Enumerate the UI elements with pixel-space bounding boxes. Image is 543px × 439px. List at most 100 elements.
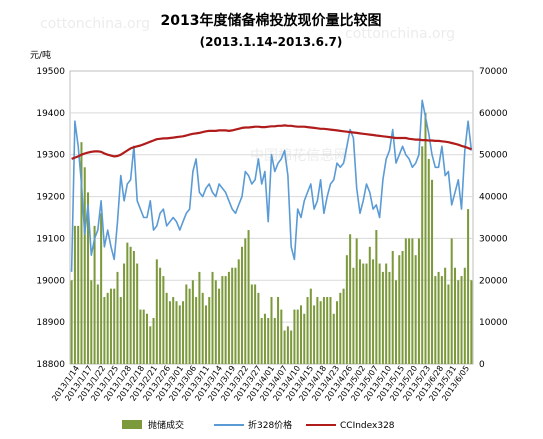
bar xyxy=(411,238,414,364)
bar xyxy=(457,280,460,364)
bar xyxy=(87,192,90,364)
bar xyxy=(188,288,191,364)
bar xyxy=(240,246,244,364)
bar xyxy=(103,297,106,364)
bar xyxy=(145,313,149,364)
bar xyxy=(427,158,430,364)
bar xyxy=(132,250,135,364)
bar xyxy=(309,288,312,364)
bar xyxy=(349,234,352,364)
bar xyxy=(293,309,296,364)
y-right-tick-label: 60000 xyxy=(479,109,508,119)
bar xyxy=(408,238,411,364)
bar xyxy=(365,263,368,364)
bar xyxy=(152,317,155,364)
bar xyxy=(355,238,358,364)
y-right-tick-label: 30000 xyxy=(479,234,508,244)
watermark-layer: cottonchina.org cottonchina.org 中国棉花信息网 xyxy=(40,16,455,164)
bar xyxy=(211,271,214,364)
bar xyxy=(221,276,224,364)
bar xyxy=(244,238,247,364)
bar xyxy=(362,263,365,364)
bar xyxy=(378,263,381,364)
bar xyxy=(470,280,473,364)
bar xyxy=(385,263,388,364)
bar xyxy=(126,242,129,364)
y-right-tick-label: 70000 xyxy=(479,67,508,77)
y-left-tick-label: 19400 xyxy=(36,109,65,119)
bar xyxy=(417,238,420,364)
bar xyxy=(218,288,221,364)
ccindex-line xyxy=(71,124,472,160)
bar xyxy=(113,288,116,364)
bar xyxy=(270,297,273,364)
bar xyxy=(319,301,322,364)
bar xyxy=(142,309,145,364)
bar xyxy=(168,301,171,364)
bar xyxy=(306,297,309,364)
bar xyxy=(394,280,398,364)
bar xyxy=(280,309,283,364)
bar xyxy=(172,297,175,364)
bar xyxy=(178,305,181,364)
bar xyxy=(453,267,456,364)
bar xyxy=(191,280,194,364)
bar xyxy=(381,271,384,364)
bar xyxy=(345,255,348,364)
y-left-unit: 元/吨 xyxy=(30,49,51,61)
bar xyxy=(299,305,303,364)
bar xyxy=(421,146,424,364)
y-right-tick-label: 10000 xyxy=(479,318,508,328)
bar xyxy=(290,330,293,364)
bar xyxy=(106,292,109,364)
bar xyxy=(398,255,401,364)
bar xyxy=(149,326,152,364)
bar-series xyxy=(70,112,473,364)
bar xyxy=(227,271,230,364)
bar xyxy=(467,209,470,364)
bar xyxy=(257,292,260,364)
bar xyxy=(185,284,188,364)
bar xyxy=(434,276,437,364)
bar xyxy=(332,313,335,364)
bar xyxy=(296,309,299,364)
bar xyxy=(119,297,122,364)
bar xyxy=(463,267,466,364)
bar xyxy=(263,313,266,364)
bar xyxy=(283,330,286,364)
bar xyxy=(404,238,407,364)
bar xyxy=(237,259,240,364)
bar xyxy=(375,230,378,364)
bar xyxy=(424,112,427,364)
bar xyxy=(93,225,96,364)
y-left-tick-label: 19500 xyxy=(36,67,65,77)
bar xyxy=(70,280,73,364)
y-left-tick-label: 19100 xyxy=(36,234,65,244)
bar xyxy=(336,301,339,364)
y-left-tick-label: 18800 xyxy=(36,360,65,370)
bar xyxy=(273,317,276,364)
bar xyxy=(440,276,443,364)
bar xyxy=(116,271,119,364)
bar xyxy=(77,225,80,364)
bar xyxy=(234,267,237,364)
bar xyxy=(214,280,217,364)
bar xyxy=(80,142,83,364)
bar xyxy=(175,301,178,364)
bar xyxy=(339,292,342,364)
bar xyxy=(155,259,158,364)
y-right-tick-label: 20000 xyxy=(479,276,508,286)
bar xyxy=(96,284,99,364)
price-line xyxy=(70,99,473,272)
bar xyxy=(447,284,450,364)
bar xyxy=(388,271,391,364)
bar xyxy=(231,267,234,364)
bar xyxy=(254,284,257,364)
legend-swatch-bars xyxy=(122,420,142,429)
bar xyxy=(277,297,280,364)
bar xyxy=(342,288,345,364)
bar xyxy=(198,271,201,364)
bar xyxy=(368,246,371,364)
